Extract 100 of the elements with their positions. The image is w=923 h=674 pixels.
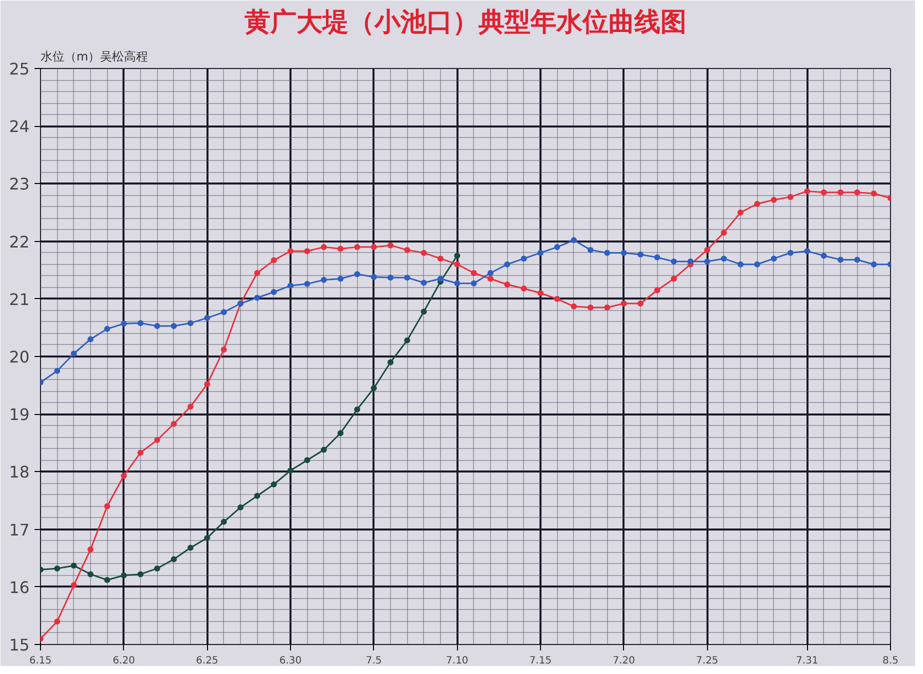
point <box>820 252 827 259</box>
point <box>320 446 327 453</box>
point <box>838 256 844 263</box>
x-tick-label: 6.25 <box>196 656 218 666</box>
point <box>870 190 877 196</box>
x-tick-label: 6.30 <box>279 656 302 666</box>
point <box>704 246 710 253</box>
point <box>120 320 127 327</box>
point <box>754 200 760 207</box>
point <box>588 304 594 311</box>
point <box>288 282 294 289</box>
point <box>504 282 510 288</box>
point <box>188 544 194 551</box>
point <box>354 244 360 250</box>
point <box>688 258 694 264</box>
point <box>370 385 377 392</box>
x-tick-label: 7.15 <box>529 656 552 666</box>
y-tick-label: 25 <box>9 60 30 78</box>
point <box>170 556 177 562</box>
point <box>538 250 544 256</box>
point <box>154 437 160 444</box>
point <box>320 244 327 250</box>
y-tick-label: 24 <box>9 117 30 136</box>
point <box>470 270 477 276</box>
point <box>604 250 610 256</box>
point <box>738 210 744 216</box>
point <box>804 248 810 254</box>
point <box>438 276 444 282</box>
point <box>570 237 577 244</box>
point <box>70 350 77 357</box>
y-axis-title: 水位（m）吴松高程 <box>40 50 148 64</box>
point <box>120 572 127 578</box>
point <box>838 189 844 196</box>
point <box>154 322 160 329</box>
point <box>570 303 577 310</box>
x-tick-label: 7.5 <box>366 656 382 666</box>
point <box>254 294 260 301</box>
point <box>270 257 277 264</box>
x-tick-label: 6.20 <box>112 656 135 666</box>
y-tick-label: 22 <box>9 232 30 252</box>
point <box>204 534 210 541</box>
point <box>104 576 110 583</box>
point <box>88 546 94 552</box>
y-tick-label: 16 <box>9 578 30 597</box>
point <box>388 359 394 366</box>
point <box>370 244 377 250</box>
point <box>820 189 827 196</box>
point <box>170 322 177 329</box>
point <box>788 194 794 200</box>
point <box>504 261 510 268</box>
point <box>154 565 160 572</box>
point <box>520 286 527 292</box>
point <box>670 258 677 264</box>
point <box>338 430 344 436</box>
point <box>620 300 627 307</box>
point <box>670 276 677 282</box>
point <box>320 276 327 283</box>
point <box>538 290 544 296</box>
x-tick-label: 7.31 <box>796 656 818 666</box>
point <box>420 250 427 256</box>
point <box>270 481 277 488</box>
point <box>238 504 244 510</box>
point <box>388 274 394 281</box>
point <box>554 296 560 302</box>
point <box>220 346 227 353</box>
point <box>354 406 360 412</box>
point <box>220 518 227 525</box>
point <box>870 261 877 268</box>
point <box>770 256 777 262</box>
point <box>254 492 260 499</box>
point <box>70 562 77 569</box>
x-tick-label: 7.20 <box>612 656 635 666</box>
y-tick-label: 21 <box>9 290 30 309</box>
point <box>770 196 777 203</box>
point <box>738 261 744 268</box>
point <box>454 261 460 268</box>
point <box>88 571 94 578</box>
x-tick-label: 8.5 <box>882 656 898 666</box>
y-tick-label: 20 <box>9 348 30 366</box>
point <box>588 246 594 253</box>
point <box>138 320 144 326</box>
y-tick-label: 19 <box>9 405 30 424</box>
y-tick-label: 17 <box>9 520 30 540</box>
point <box>288 468 294 474</box>
point <box>70 582 77 588</box>
point <box>354 271 360 278</box>
point <box>604 304 610 311</box>
point <box>204 314 210 321</box>
point <box>54 618 60 624</box>
x-tick-label: 7.10 <box>446 656 468 666</box>
point <box>704 258 710 264</box>
point <box>120 472 127 479</box>
point <box>520 256 527 262</box>
point <box>204 381 210 388</box>
point <box>188 404 194 410</box>
chart-title: 黄广大堤（小池口）典型年水位曲线图 <box>244 8 686 38</box>
point <box>220 309 227 316</box>
x-tick-label: 7.25 <box>696 656 718 666</box>
point <box>654 287 660 294</box>
point <box>188 320 194 326</box>
